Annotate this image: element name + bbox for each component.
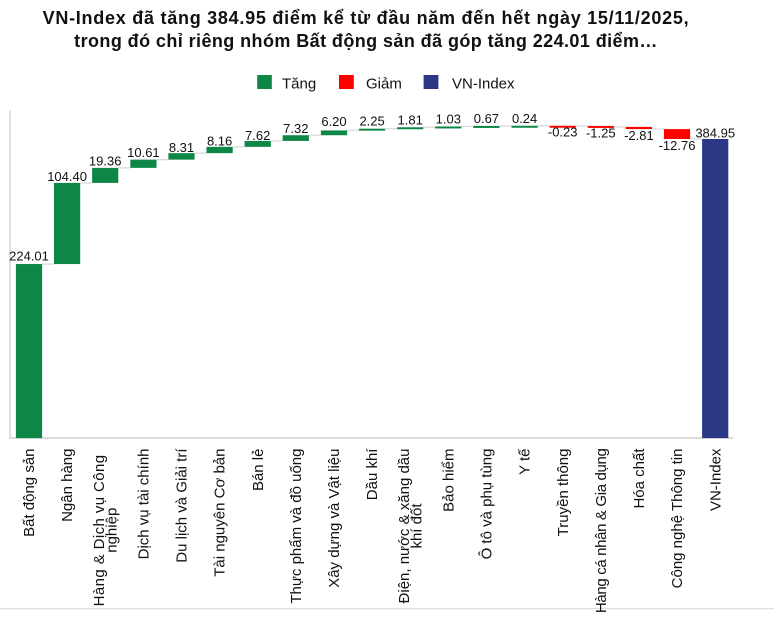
svg-text:-12.76: -12.76 bbox=[659, 138, 696, 153]
svg-text:8.16: 8.16 bbox=[207, 133, 232, 148]
svg-text:Bảo hiểm: Bảo hiểm bbox=[440, 449, 457, 512]
svg-text:10.61: 10.61 bbox=[127, 145, 160, 160]
svg-text:0.67: 0.67 bbox=[474, 111, 499, 126]
svg-text:104.40: 104.40 bbox=[47, 169, 87, 184]
svg-text:-0.23: -0.23 bbox=[548, 125, 578, 140]
svg-text:VN-Index: VN-Index bbox=[452, 76, 515, 93]
svg-text:Truyền thông: Truyền thông bbox=[555, 449, 572, 537]
svg-text:VN-Index đã tăng 384.95 điểm k: VN-Index đã tăng 384.95 điểm kể từ đầu n… bbox=[43, 8, 690, 28]
svg-text:Dầu khí: Dầu khí bbox=[364, 448, 381, 501]
svg-text:Điện, nước & xăng dầu: Điện, nước & xăng dầu bbox=[396, 448, 413, 603]
svg-text:trong đó chỉ riêng nhóm Bất độ: trong đó chỉ riêng nhóm Bất động sản đã … bbox=[74, 31, 658, 51]
svg-text:Công nghệ Thông tin: Công nghệ Thông tin bbox=[669, 449, 686, 589]
svg-text:19.36: 19.36 bbox=[89, 154, 122, 169]
svg-text:0.24: 0.24 bbox=[512, 111, 537, 126]
svg-text:nghiệp: nghiệp bbox=[104, 508, 121, 553]
svg-text:Du lịch và Giải trí: Du lịch và Giải trí bbox=[174, 448, 191, 563]
svg-text:Hàng & Dịch vụ Công: Hàng & Dịch vụ Công bbox=[91, 455, 108, 607]
svg-text:1.81: 1.81 bbox=[398, 112, 423, 127]
svg-text:Thực phẩm và đồ uống: Thực phẩm và đồ uống bbox=[288, 449, 305, 604]
svg-text:Hàng cá nhân & Gia dụng: Hàng cá nhân & Gia dụng bbox=[593, 448, 610, 613]
svg-text:Y tế: Y tế bbox=[517, 448, 534, 475]
svg-text:-1.25: -1.25 bbox=[586, 126, 616, 141]
svg-text:Bán lẻ: Bán lẻ bbox=[250, 449, 267, 492]
svg-text:Hóa chất: Hóa chất bbox=[631, 448, 648, 509]
svg-text:Tài nguyên Cơ bản: Tài nguyên Cơ bản bbox=[212, 449, 229, 577]
svg-text:khí đốt: khí đốt bbox=[409, 503, 426, 549]
svg-text:8.31: 8.31 bbox=[169, 140, 194, 155]
svg-text:384.95: 384.95 bbox=[695, 125, 735, 140]
svg-text:Bất động sản: Bất động sản bbox=[21, 449, 38, 537]
svg-text:224.01: 224.01 bbox=[9, 249, 49, 264]
svg-text:2.25: 2.25 bbox=[359, 113, 384, 128]
svg-text:VN-Index: VN-Index bbox=[707, 448, 724, 511]
svg-text:7.62: 7.62 bbox=[245, 128, 270, 143]
svg-text:Giảm: Giảm bbox=[366, 76, 402, 93]
svg-text:Ô tô và phụ tùng: Ô tô và phụ tùng bbox=[479, 449, 496, 560]
svg-text:Xây dựng và Vật liệu: Xây dựng và Vật liệu bbox=[326, 449, 343, 588]
svg-text:-2.81: -2.81 bbox=[624, 128, 654, 143]
svg-text:6.20: 6.20 bbox=[321, 114, 346, 129]
svg-text:Ngân hàng: Ngân hàng bbox=[59, 449, 76, 522]
svg-text:7.32: 7.32 bbox=[283, 121, 308, 136]
svg-text:1.03: 1.03 bbox=[436, 111, 461, 126]
svg-text:Dịch vụ tài chính: Dịch vụ tài chính bbox=[136, 449, 153, 560]
svg-text:Tăng: Tăng bbox=[282, 76, 316, 93]
